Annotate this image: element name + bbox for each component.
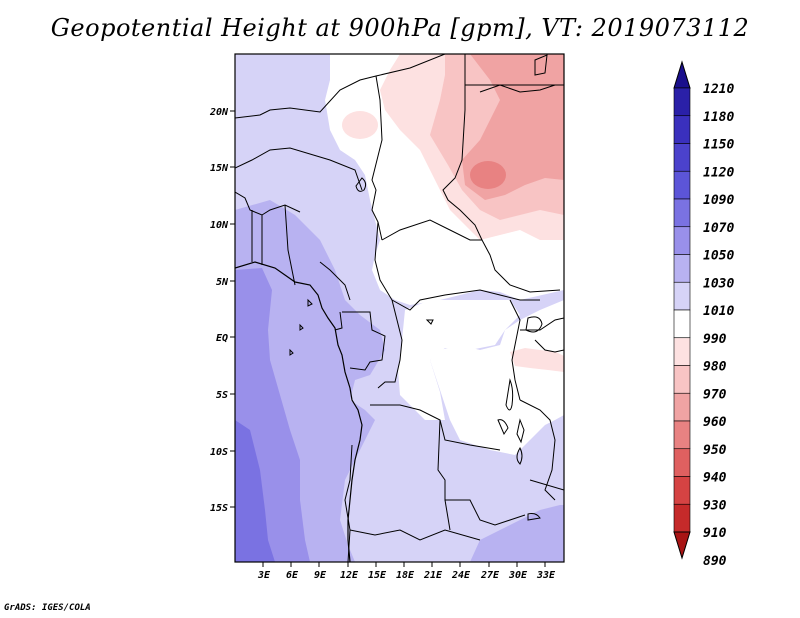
lon-label: 3E: [257, 570, 271, 581]
colorbar-label: 1050: [703, 249, 734, 264]
lon-label: 6E: [286, 570, 299, 581]
coastline: [235, 261, 363, 562]
field-980-990-lakes: [510, 348, 564, 372]
colorbar-label: 990: [703, 332, 727, 347]
colorbar-top-arrow: [673, 60, 691, 89]
colorbar-swatch: [673, 87, 691, 117]
colorbar-label: 1030: [703, 276, 734, 291]
colorbar-swatch: [673, 309, 691, 339]
colorbar-swatch: [673, 503, 691, 533]
field-1070-1090: [235, 420, 275, 562]
lat-label: 10N: [210, 220, 229, 231]
lon-label: 21E: [423, 570, 443, 581]
colorbar: 1210 1180 1150 1120 1090 1070 1050 1030 1010 990 9…: [673, 60, 734, 569]
lon-label: 30E: [508, 570, 528, 581]
colorbar-label: 910: [703, 526, 727, 541]
field-950-960: [470, 161, 506, 189]
field-980-990-west: [342, 111, 378, 139]
lat-label: 5N: [216, 277, 229, 288]
lon-label: 18E: [396, 570, 415, 581]
colorbar-swatch: [673, 115, 691, 144]
colorbar-label: 890: [703, 554, 727, 569]
footer-credit: GrADS: IGES/COLA: [4, 603, 91, 613]
colorbar-boxes: [673, 87, 691, 533]
colorbar-swatch: [673, 170, 691, 200]
colorbar-label: 1070: [703, 221, 734, 236]
field-990-1010-congo: [398, 300, 520, 420]
colorbar-swatch: [673, 143, 691, 172]
lon-label: 24E: [451, 570, 471, 581]
colorbar-bottom-arrow: [673, 531, 691, 560]
colorbar-swatch: [673, 198, 691, 228]
lat-label: 15S: [210, 503, 228, 514]
lat-label: 10S: [210, 447, 228, 458]
lon-label: 15E: [368, 570, 387, 581]
colorbar-swatch: [673, 254, 691, 283]
lon-label: 27E: [480, 570, 500, 581]
colorbar-label: 1010: [703, 304, 734, 319]
colorbar-label: 1120: [703, 165, 734, 180]
colorbar-swatch: [673, 365, 691, 394]
country-borders: [235, 54, 564, 562]
colorbar-swatch: [673, 281, 691, 311]
lon-labels: 3E 6E 9E 12E 15E 18E 21E 24E 27E 30E 33E: [257, 570, 556, 581]
field-1030-1050-se: [470, 505, 564, 562]
lat-label: 5S: [216, 390, 228, 401]
lat-label: EQ: [216, 333, 228, 344]
axis-ticks: [230, 110, 546, 567]
height-field: [235, 54, 564, 562]
colorbar-label: 950: [703, 443, 727, 458]
colorbar-swatch: [673, 476, 691, 505]
colorbar-label: 930: [703, 498, 727, 513]
colorbar-label: 960: [703, 415, 727, 430]
lon-label: 33E: [536, 570, 556, 581]
colorbar-labels: 1210 1180 1150 1120 1090 1070 1050 1030 1010 990 9…: [703, 82, 734, 569]
lat-labels: 20N 15N 10N 5N EQ 5S 10S 15S: [209, 107, 229, 514]
colorbar-swatch: [673, 420, 691, 450]
lat-label: 15N: [210, 163, 229, 174]
lakes: [289, 54, 548, 521]
lat-label: 20N: [209, 107, 229, 118]
colorbar-label: 1150: [703, 138, 734, 153]
map-title: Geopotential Height at 900hPa [gpm], VT:…: [50, 14, 750, 42]
colorbar-label: 980: [703, 360, 727, 375]
colorbar-label: 1180: [703, 110, 734, 125]
colorbar-label: 1090: [703, 193, 734, 208]
plot-frame: [234, 53, 565, 563]
colorbar-swatch: [673, 226, 691, 255]
lon-label: 9E: [314, 570, 327, 581]
colorbar-swatch: [673, 392, 691, 422]
colorbar-swatch: [673, 448, 691, 477]
colorbar-label: 940: [703, 471, 727, 486]
colorbar-label: 970: [703, 387, 727, 402]
colorbar-label: 1210: [703, 82, 734, 97]
lon-label: 12E: [340, 570, 359, 581]
colorbar-swatch: [673, 337, 691, 366]
